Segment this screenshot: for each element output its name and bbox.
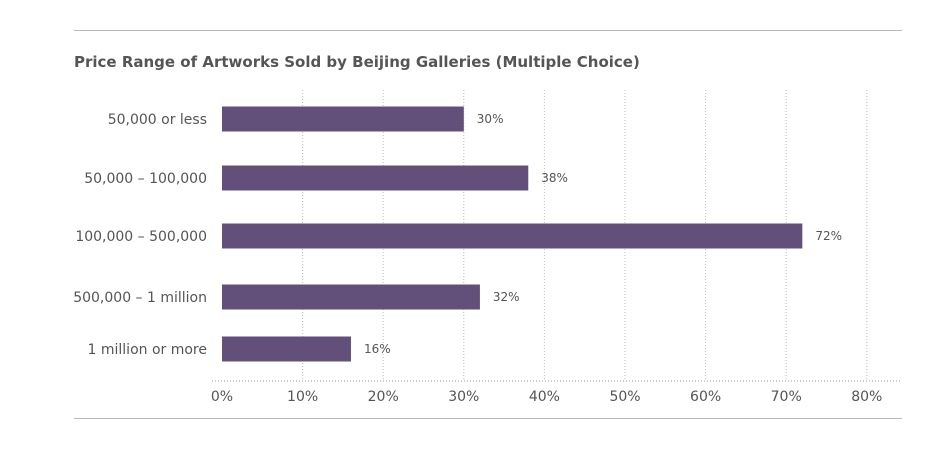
x-tick-label: 80% bbox=[851, 389, 882, 405]
x-tick-label: 30% bbox=[448, 389, 479, 405]
category-label: 100,000 – 500,000 bbox=[75, 229, 207, 245]
bar bbox=[222, 223, 803, 249]
category-label: 1 million or more bbox=[88, 342, 207, 358]
bar bbox=[222, 106, 464, 132]
category-label: 50,000 or less bbox=[108, 112, 207, 128]
bar bbox=[222, 336, 351, 362]
bar-value-label: 38% bbox=[541, 171, 568, 185]
bar-value-label: 16% bbox=[364, 342, 391, 356]
x-tick-label: 40% bbox=[529, 389, 560, 405]
x-tick-label: 10% bbox=[287, 389, 318, 405]
top-rule bbox=[74, 30, 902, 31]
bar-value-label: 72% bbox=[815, 229, 842, 243]
x-tick-label: 0% bbox=[211, 389, 233, 405]
x-tick-label: 60% bbox=[690, 389, 721, 405]
bar bbox=[222, 165, 529, 191]
x-tick-label: 70% bbox=[771, 389, 802, 405]
category-label: 50,000 – 100,000 bbox=[84, 171, 207, 187]
x-tick-label: 50% bbox=[609, 389, 640, 405]
category-labels: 50,000 or less 50,000 – 100,000 100,000 – … bbox=[73, 112, 207, 358]
bars bbox=[222, 106, 803, 362]
bar-value-label: 32% bbox=[493, 290, 520, 304]
chart-title: Price Range of Artworks Sold by Beijing … bbox=[74, 53, 640, 71]
value-labels: 30% 38% 72% 32% 16% bbox=[364, 112, 842, 356]
x-tick-label: 20% bbox=[368, 389, 399, 405]
category-label: 500,000 – 1 million bbox=[73, 290, 207, 306]
bottom-rule bbox=[74, 418, 902, 419]
bar-value-label: 30% bbox=[477, 112, 504, 126]
bar bbox=[222, 284, 480, 310]
grid-lines bbox=[212, 90, 902, 382]
x-axis-ticks: 0% 10% 20% 30% 40% 50% 60% 70% 80% bbox=[211, 389, 882, 405]
